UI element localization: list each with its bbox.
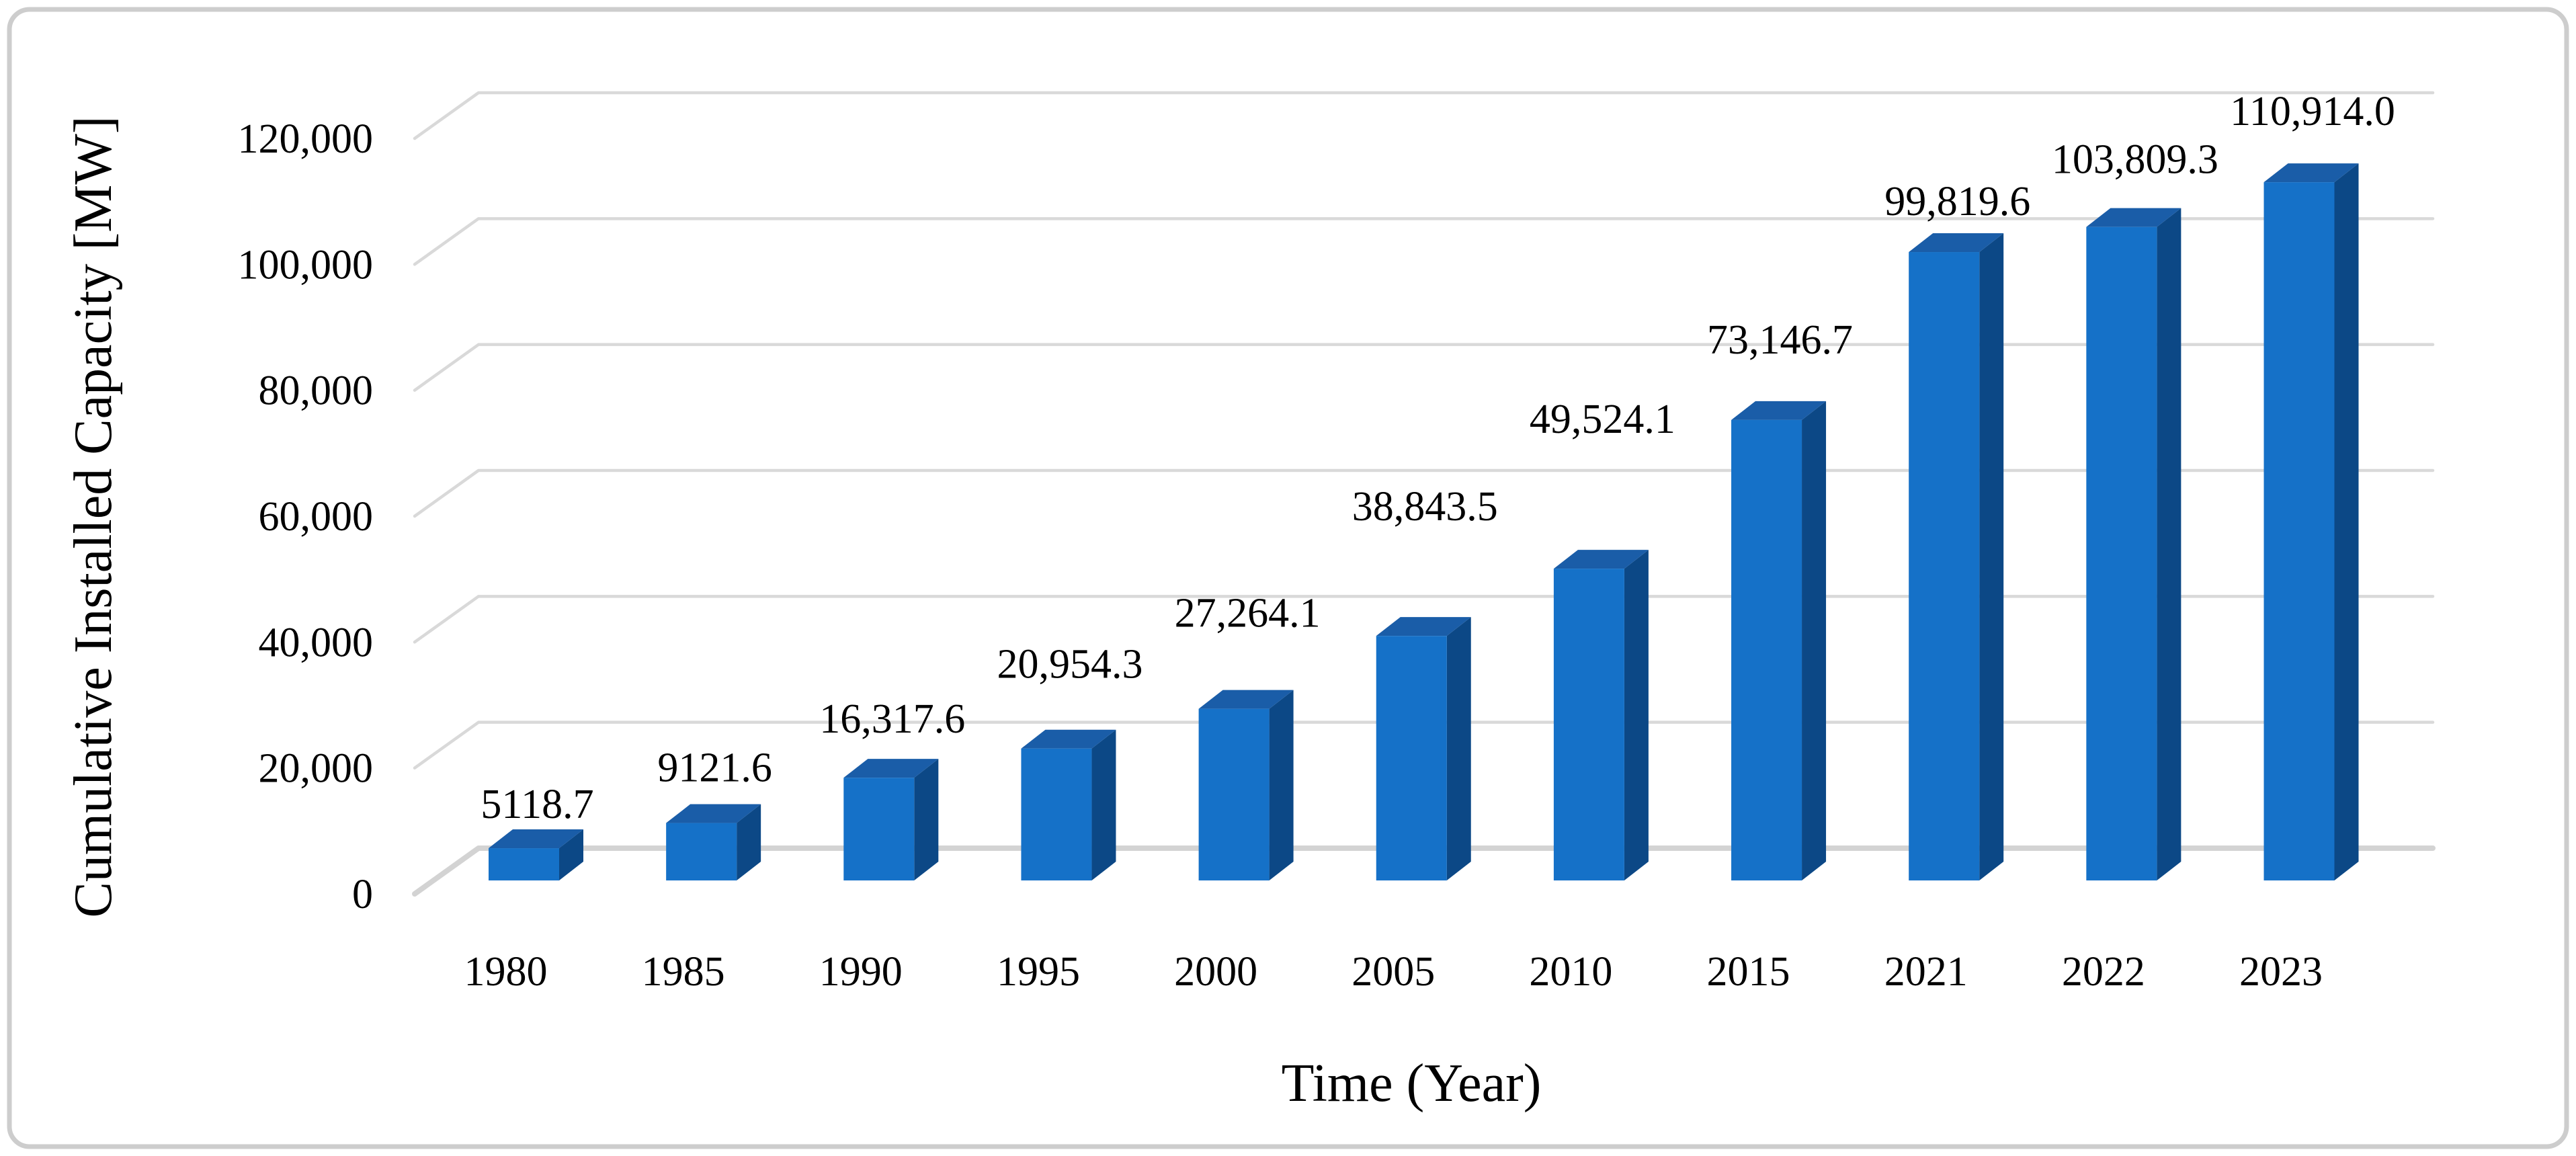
bar-front-face [1376, 636, 1447, 880]
data-label-2005: 38,843.5 [1352, 484, 1498, 530]
bar-2023 [2263, 163, 2359, 881]
bar-front-face [2086, 226, 2157, 880]
bar-2021 [1909, 233, 2004, 880]
x-category-label-2022: 2022 [2062, 949, 2145, 995]
data-label-2010: 49,524.1 [1530, 397, 1675, 442]
x-category-labels-group: 1980 1985 1990 1995 2000 2005 2010 2015 2021 2022… [464, 949, 2323, 995]
x-category-label-2015: 2015 [1707, 949, 1790, 995]
bar-top-face [1731, 401, 1827, 420]
y-axis-title: Cumulative Installed Capacity [MW] [64, 116, 123, 917]
bar-side-face [737, 804, 761, 880]
data-labels-group: 5118.7 9121.6 16,317.6 20,954.3 27,264.1 38,8… [481, 89, 2395, 827]
bar-side-face [1091, 729, 1116, 880]
x-category-label-2000: 2000 [1174, 949, 1257, 995]
data-label-2015: 73,146.7 [1707, 317, 1853, 363]
bar-2010 [1553, 550, 1649, 880]
bar-2005 [1376, 617, 1471, 880]
bar-side-face [2157, 208, 2182, 880]
bar-front-face [1909, 252, 1980, 880]
bar-2022 [2086, 208, 2182, 880]
bar-front-face [1021, 748, 1092, 880]
x-category-label-1990: 1990 [819, 949, 903, 995]
bar-front-face [666, 823, 737, 880]
data-label-2000: 27,264.1 [1175, 591, 1321, 636]
data-label-1985: 9121.6 [657, 745, 772, 791]
bar-top-face [1553, 550, 1649, 569]
gridline-100,000 [413, 217, 2435, 266]
data-label-2023: 110,914.0 [2230, 89, 2395, 134]
chart-border [7, 7, 2569, 1149]
bar-side-face [2334, 163, 2359, 881]
y-tick-labels-group: 0 20,000 40,000 60,000 80,000 100,000 120,000 [238, 116, 374, 917]
bar-front-face [1553, 569, 1624, 880]
bar-front-face [489, 848, 559, 880]
gridline-80,000 [413, 343, 2435, 392]
bar-front-face [1198, 708, 1270, 880]
bar-top-face [2086, 208, 2182, 227]
bars-group [489, 163, 2359, 881]
x-category-label-2005: 2005 [1352, 949, 1435, 995]
y-tick-label-60,000: 60,000 [259, 494, 374, 540]
x-axis-title: Time (Year) [1282, 1054, 1542, 1113]
y-tick-label-100,000: 100,000 [238, 242, 374, 288]
gridline-120,000 [413, 91, 2435, 140]
bar-top-face [666, 804, 761, 823]
bar-top-face [1376, 617, 1471, 636]
bar-top-face [489, 829, 583, 849]
x-category-label-1980: 1980 [464, 949, 548, 995]
y-tick-label-20,000: 20,000 [259, 746, 374, 792]
bar-1990 [843, 759, 939, 880]
x-category-label-1995: 1995 [997, 949, 1080, 995]
y-tick-label-40,000: 40,000 [259, 620, 374, 665]
bar-front-face [1731, 419, 1802, 880]
bar-2015 [1731, 401, 1827, 880]
bar-1995 [1021, 729, 1116, 880]
data-label-1990: 16,317.6 [819, 696, 965, 742]
bar-top-face [2263, 163, 2359, 183]
data-label-2021: 99,819.6 [1884, 179, 2030, 224]
data-label-2022: 103,809.3 [2052, 137, 2218, 183]
x-category-label-2021: 2021 [1884, 949, 1968, 995]
bar-1980 [489, 829, 583, 880]
x-category-label-2023: 2023 [2239, 949, 2323, 995]
bar-side-face [1269, 690, 1294, 880]
bar-1985 [666, 804, 761, 880]
bar-2000 [1198, 690, 1294, 880]
bar-side-face [559, 829, 583, 880]
bar-side-face [1446, 617, 1471, 880]
bar-top-face [843, 759, 939, 778]
x-category-label-1985: 1985 [642, 949, 725, 995]
bar-front-face [843, 778, 915, 880]
y-tick-label-80,000: 80,000 [259, 368, 374, 414]
bar-top-face [1021, 729, 1116, 749]
y-tick-label-120,000: 120,000 [238, 116, 374, 162]
bar-side-face [1979, 233, 2004, 880]
x-category-label-2010: 2010 [1529, 949, 1612, 995]
data-label-1980: 5118.7 [481, 782, 593, 827]
bar-side-face [1624, 550, 1649, 880]
bar-front-face [2263, 182, 2335, 881]
y-tick-label-0: 0 [352, 872, 373, 917]
bar-top-face [1198, 690, 1294, 709]
data-label-1995: 20,954.3 [997, 642, 1142, 688]
bar-top-face [1909, 233, 2004, 253]
bar-side-face [914, 759, 939, 880]
bar-side-face [1802, 401, 1827, 880]
